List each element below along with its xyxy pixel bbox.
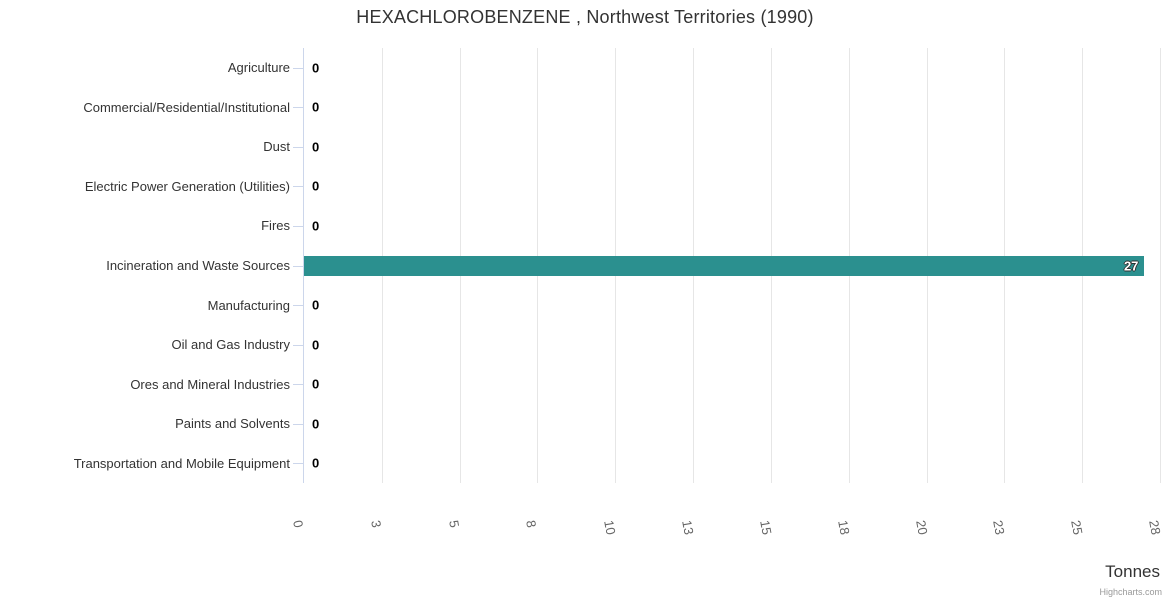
bar-row: 27 xyxy=(304,246,1160,286)
bar-row: 0 xyxy=(304,285,1160,325)
category-label: Electric Power Generation (Utilities) xyxy=(84,178,290,194)
x-axis-tick-label: 28 xyxy=(1146,519,1164,536)
x-axis-tick-label: 0 xyxy=(290,519,307,529)
bar-value-label: 0 xyxy=(312,60,320,76)
bar-row: 0 xyxy=(304,404,1160,444)
x-axis-tick-label: 25 xyxy=(1068,519,1086,536)
x-axis-tick-label: 8 xyxy=(523,519,540,529)
category-axis-ticks xyxy=(293,48,303,483)
bar-value-label: 0 xyxy=(312,455,320,471)
category-label: Dust xyxy=(263,139,290,155)
bar-row: 0 xyxy=(304,364,1160,404)
bar-row: 0 xyxy=(304,325,1160,365)
bar-row: 0 xyxy=(304,206,1160,246)
bar-value-label: 0 xyxy=(312,376,320,392)
bar-rows: 0 0 0 0 0 27 0 0 0 0 0 xyxy=(304,48,1160,483)
x-axis-tick-label: 13 xyxy=(679,519,697,536)
grid-line xyxy=(1160,48,1161,483)
category-tick xyxy=(293,325,303,365)
bar-row: 0 xyxy=(304,48,1160,88)
category-tick xyxy=(293,404,303,444)
highcharts-credit-link[interactable]: Highcharts.com xyxy=(1099,587,1162,597)
chart-title: HEXACHLOROBENZENE , Northwest Territorie… xyxy=(356,7,814,27)
category-tick xyxy=(293,167,303,207)
category-axis-labels: Agriculture Commercial/Residential/Instit… xyxy=(0,48,290,483)
category-label: Ores and Mineral Industries xyxy=(130,376,290,392)
category-tick xyxy=(293,88,303,128)
bar-value-label: 0 xyxy=(312,297,320,313)
x-axis-tick-label: 10 xyxy=(601,519,619,536)
bar-value-label: 0 xyxy=(312,218,320,234)
bar-value-label: 0 xyxy=(312,178,320,194)
bar[interactable] xyxy=(304,255,1145,276)
x-axis-tick-label: 5 xyxy=(445,519,462,529)
x-axis-title: Tonnes xyxy=(1105,562,1160,581)
bar-value-label: 0 xyxy=(312,99,320,115)
category-label: Transportation and Mobile Equipment xyxy=(73,455,290,471)
category-tick xyxy=(293,206,303,246)
bar-row: 0 xyxy=(304,167,1160,207)
category-tick xyxy=(293,127,303,167)
category-label: Manufacturing xyxy=(207,297,290,313)
x-axis-tick-label: 18 xyxy=(834,519,853,536)
bar-value-label: 0 xyxy=(312,139,320,155)
x-axis-tick-label: 20 xyxy=(912,519,931,536)
x-axis-tick-label: 23 xyxy=(990,519,1008,536)
category-label: Oil and Gas Industry xyxy=(171,337,291,353)
category-label: Agriculture xyxy=(227,60,290,76)
bar-row: 0 xyxy=(304,127,1160,167)
x-axis-tick-label: 15 xyxy=(757,519,775,536)
bar-value-label: 0 xyxy=(312,416,320,432)
bar-value-label: 0 xyxy=(312,337,320,353)
category-tick xyxy=(293,246,303,286)
category-tick xyxy=(293,285,303,325)
category-label: Incineration and Waste Sources xyxy=(106,258,290,273)
bar-row: 0 xyxy=(304,443,1160,483)
category-label: Commercial/Residential/Institutional xyxy=(83,99,290,115)
category-label: Paints and Solvents xyxy=(175,416,290,432)
category-tick xyxy=(293,443,303,483)
category-label: Fires xyxy=(261,218,290,234)
x-axis-tick-label: 3 xyxy=(368,519,385,529)
category-tick xyxy=(293,364,303,404)
category-tick xyxy=(293,48,303,88)
bar-row: 0 xyxy=(304,88,1160,128)
bar-value-label: 27 xyxy=(1123,258,1139,273)
plot-area: 0 0 0 0 0 27 0 0 0 0 0 xyxy=(303,48,1161,483)
